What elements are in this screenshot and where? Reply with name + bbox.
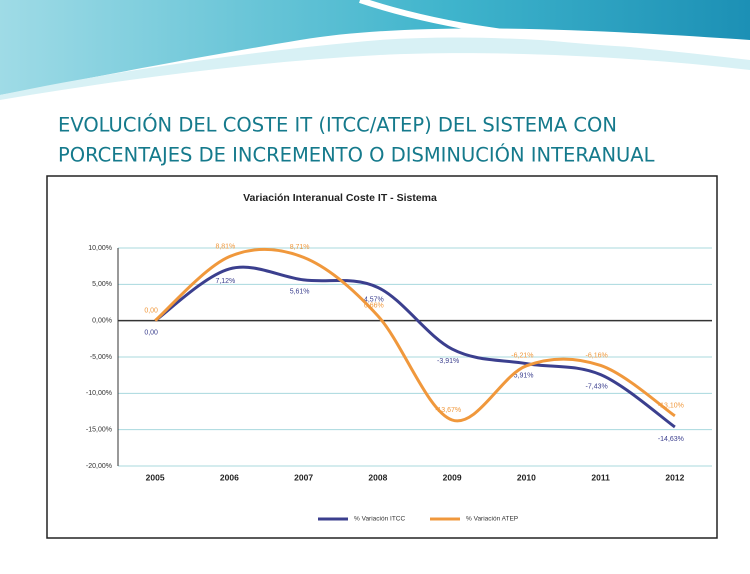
y-tick-label: 0,00% [92,318,112,325]
data-label: -13,10% [658,403,684,410]
x-tick-label: 2011 [591,472,610,482]
y-tick-label: 10,00% [88,245,112,252]
data-label: -6,16% [586,352,608,359]
slide-title: PORCENTAJES DE INCREMENTO O DISMINUCIÓN … [58,143,655,167]
y-tick-label: -20,00% [86,463,112,470]
x-tick-label: 2005 [146,472,165,482]
data-label: 8,81% [215,243,235,250]
data-label: 7,12% [215,278,235,285]
data-label: -14,63% [658,436,684,443]
data-label: -6,21% [511,353,533,360]
x-tick-label: 2010 [517,472,536,482]
y-tick-label: -5,00% [90,354,112,361]
data-label: -13,67% [435,407,461,414]
data-label: 5,61% [290,289,310,296]
data-label: -7,43% [586,384,608,391]
x-tick-label: 2007 [294,472,313,482]
legend-label: % Variación ITCC [354,516,405,523]
x-tick-label: 2008 [368,472,387,482]
data-label: -3,91% [437,358,459,365]
data-label: 0,66% [364,303,384,310]
x-tick-label: 2012 [665,472,684,482]
data-label: 0,00 [144,308,158,315]
slide: EVOLUCIÓN DEL COSTE IT (ITCC/ATEP) DEL S… [0,0,750,569]
y-tick-label: -10,00% [86,390,112,397]
legend-label: % Variación ATEP [466,516,518,523]
x-tick-label: 2006 [220,472,239,482]
data-label: 0,00 [144,330,158,337]
slide-title: EVOLUCIÓN DEL COSTE IT (ITCC/ATEP) DEL S… [58,113,617,137]
data-label: 8,71% [290,244,310,251]
y-tick-label: -15,00% [86,427,112,434]
y-tick-label: 5,00% [92,281,112,288]
x-tick-label: 2009 [443,472,462,482]
chart-title: Variación Interanual Coste IT - Sistema [243,192,437,204]
page: {"slide_title": ["EVOLUCIÓN DEL COSTE IT… [0,0,750,574]
